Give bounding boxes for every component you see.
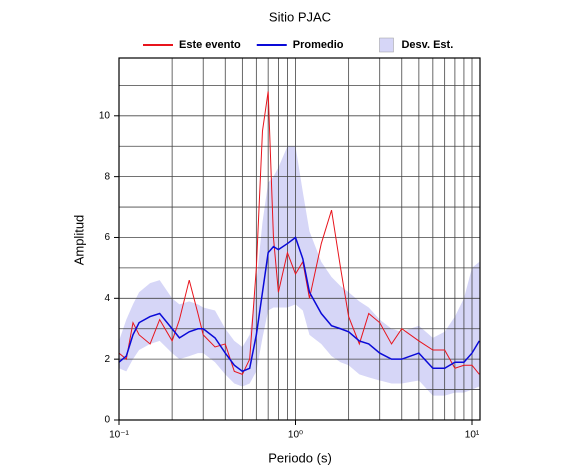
x-tick-label: 10⁰ bbox=[288, 430, 303, 441]
y-tick-label: 2 bbox=[104, 354, 110, 365]
legend-label: Este evento bbox=[179, 39, 241, 51]
x-axis-label: Periodo (s) bbox=[268, 450, 332, 465]
y-tick-label: 6 bbox=[104, 232, 110, 243]
legend-swatch bbox=[379, 37, 394, 53]
y-tick-label: 8 bbox=[104, 171, 110, 182]
legend-label: Promedio bbox=[293, 39, 344, 51]
series-line bbox=[118, 236, 480, 373]
series-line bbox=[118, 91, 480, 375]
chart-title: Sitio PJAC bbox=[269, 9, 331, 24]
legend-label: Desv. Est. bbox=[401, 39, 453, 51]
std-band bbox=[119, 146, 480, 396]
y-tick-label: 4 bbox=[104, 293, 110, 304]
plot-frame bbox=[118, 57, 481, 421]
y-tick-label: 0 bbox=[104, 415, 110, 426]
y-tick-label: 10 bbox=[99, 110, 111, 121]
y-axis-label: Amplitud bbox=[71, 215, 86, 266]
x-tick-label: 10¹ bbox=[465, 430, 480, 441]
x-tick-label: 10⁻¹ bbox=[109, 430, 129, 441]
